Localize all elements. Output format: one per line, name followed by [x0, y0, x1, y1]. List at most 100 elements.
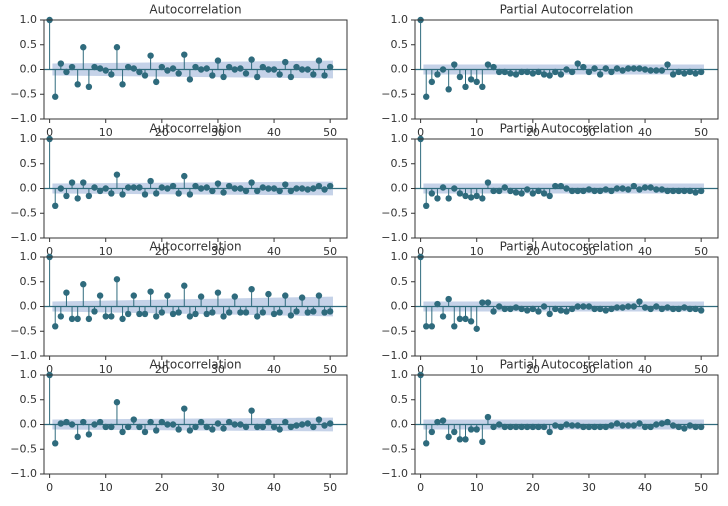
stem-marker [276, 309, 283, 316]
stem-marker [298, 66, 306, 73]
stem-marker [613, 65, 621, 72]
stem-marker [186, 427, 194, 434]
stem-marker [456, 436, 464, 443]
stem-marker [203, 423, 210, 431]
stem-marker [265, 418, 272, 426]
stem-marker [315, 182, 323, 190]
stem-marker [248, 56, 255, 63]
y-tick-label: 1.0 [20, 250, 38, 263]
stem-marker [619, 67, 626, 74]
stem-marker [254, 187, 261, 195]
stem-marker [91, 63, 98, 71]
y-tick-label: −0.5 [10, 324, 37, 337]
stem-marker [293, 185, 300, 192]
stem-marker [608, 305, 615, 313]
stem-marker [153, 313, 160, 320]
stem-marker [686, 305, 694, 313]
stem-marker [625, 186, 632, 193]
stem-marker [68, 63, 76, 71]
stem-marker [507, 305, 514, 313]
stem-marker [641, 66, 649, 73]
stem-marker [203, 310, 210, 318]
stem-marker [74, 433, 81, 441]
stem-marker [467, 426, 475, 433]
stem-marker [664, 418, 671, 426]
y-tick-label: 0.5 [391, 38, 409, 51]
stem-marker [428, 78, 436, 86]
x-tick-label: 50 [694, 481, 708, 494]
x-tick-label: 30 [582, 481, 596, 494]
stem-marker [91, 308, 98, 315]
stem-marker [124, 184, 132, 191]
stem-marker [540, 71, 548, 78]
stem-marker [181, 172, 188, 180]
stem-marker [164, 292, 171, 299]
y-tick-label: 0.5 [391, 393, 409, 406]
stem-marker [136, 310, 143, 318]
stem-marker [175, 70, 182, 77]
stem-marker [158, 184, 166, 191]
stem-marker [304, 309, 311, 316]
stem-marker [686, 68, 694, 76]
y-tick-label: −0.5 [10, 87, 37, 100]
x-tick-label: 10 [470, 481, 484, 494]
stem-marker [130, 184, 137, 191]
stem-marker [225, 182, 233, 190]
stem-marker [270, 423, 278, 431]
stem-marker [270, 310, 278, 318]
y-tick-label: −1.0 [381, 349, 408, 362]
y-tick-label: −1.0 [381, 467, 408, 480]
stem-marker [192, 182, 199, 190]
stem-marker [434, 71, 441, 78]
stem-marker [242, 423, 250, 431]
stem-marker [580, 187, 587, 195]
stem-marker [596, 71, 604, 78]
y-tick-label: 0.0 [20, 182, 38, 195]
stem-marker [664, 304, 671, 311]
stem-marker [585, 303, 593, 310]
stem-marker [585, 423, 593, 431]
stem-marker [462, 436, 469, 443]
subplot: Autocorrelation −1.0 −0.5 0.0 0.5 1.0 0 10 20 30 4… [10, 358, 348, 494]
x-tick-label: 0 [417, 481, 424, 494]
stem-marker [74, 81, 81, 88]
stem-marker [490, 308, 497, 315]
stem-marker [242, 309, 250, 316]
stem-marker [169, 310, 177, 318]
x-tick-label: 0 [46, 363, 53, 376]
stem-marker [501, 423, 508, 431]
stem-marker [681, 304, 688, 311]
stem-marker [669, 187, 677, 195]
stem-marker [186, 191, 194, 198]
stem-marker [546, 310, 553, 318]
stem-marker [681, 425, 688, 432]
stem-marker [265, 185, 272, 192]
stem-marker [479, 83, 486, 91]
stem-marker [451, 61, 458, 68]
x-tick-label: 0 [46, 481, 53, 494]
x-tick-label: 30 [211, 363, 225, 376]
stem-marker [147, 418, 154, 426]
stem-marker [102, 313, 109, 320]
stem-marker [276, 71, 283, 78]
stem-marker [580, 303, 587, 310]
stem-marker [68, 315, 76, 323]
subplot: Autocorrelation −1.0 −0.5 0.0 0.5 1.0 0 10 20 30 4… [10, 3, 348, 139]
stem-marker [697, 68, 705, 76]
stem-marker [63, 418, 70, 426]
stem-marker [529, 305, 537, 313]
stem-marker [203, 65, 210, 72]
subplot-title: Autocorrelation [149, 240, 241, 254]
stem-marker [293, 63, 300, 71]
x-tick-label: 20 [155, 126, 169, 139]
stem-marker [164, 421, 171, 428]
y-tick-label: 0.0 [20, 300, 38, 313]
stem-marker [495, 187, 503, 195]
stem-marker [242, 187, 250, 195]
stem-marker [512, 423, 520, 431]
y-tick-label: −0.5 [381, 206, 408, 219]
stem-marker [540, 303, 548, 310]
subplot: Partial Autocorrelation −1.0 −0.5 0.0 0.5 1.0… [381, 122, 719, 258]
stem-marker [568, 187, 576, 195]
stem-marker [220, 189, 227, 196]
